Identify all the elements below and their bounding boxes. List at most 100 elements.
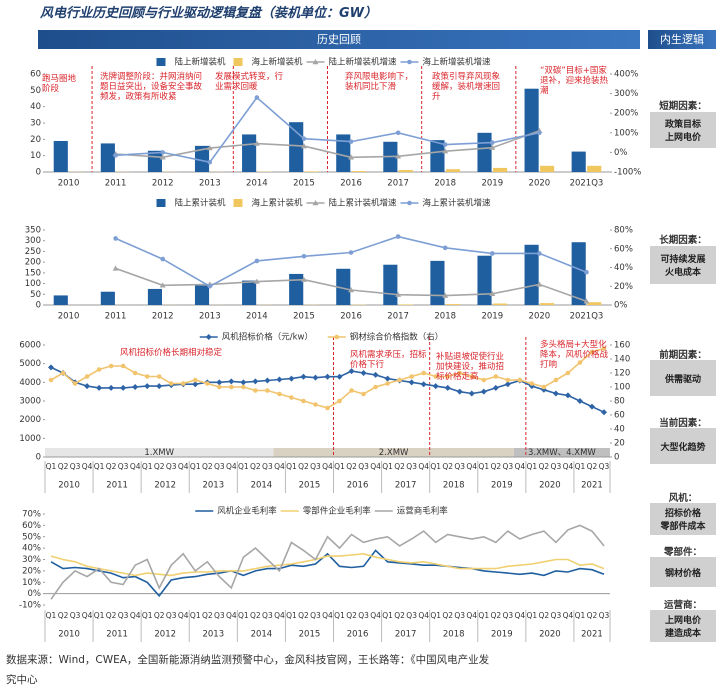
line-marker	[348, 287, 355, 293]
line-marker	[180, 381, 186, 386]
annotation: 跑马圈地阶段	[42, 74, 77, 94]
legend-label: 风机招标价格（元/kw）	[222, 332, 313, 343]
year-label: 2013	[202, 630, 224, 640]
line-marker	[156, 374, 162, 379]
year-label: 2014	[251, 630, 273, 640]
x-tick-label: Q2	[106, 611, 117, 620]
line-marker	[373, 384, 378, 390]
year-label: 2015	[299, 630, 321, 640]
x-tick-label: Q1	[286, 462, 297, 471]
annotation: 风机需求承压，招标价格下行	[350, 350, 427, 370]
line-marker	[407, 59, 412, 65]
line-marker	[84, 383, 91, 390]
year-label: 2021	[581, 481, 603, 491]
x-tick-label: 2015	[293, 179, 315, 189]
bar	[524, 244, 539, 305]
year-label: 2014	[251, 481, 273, 491]
legend-label: 钢材综合价格指数（右）	[350, 332, 444, 343]
side-factor-text: 火电成本	[664, 268, 701, 278]
side-factor-label: 当前因素：	[659, 418, 707, 429]
x-tick-label: Q1	[334, 462, 345, 471]
line-marker	[360, 370, 367, 376]
line-marker	[444, 384, 451, 391]
x-tick-label: Q2	[394, 462, 405, 471]
legend-label: 风机企业毛利率	[217, 506, 277, 517]
x-tick-label: Q3	[406, 611, 417, 620]
line-marker	[60, 370, 66, 376]
year-label: 2011	[106, 481, 128, 491]
bar	[100, 143, 115, 172]
line-marker	[96, 367, 102, 372]
side-header: 内生逻辑	[648, 30, 716, 49]
x-tick-label: Q2	[587, 462, 598, 471]
line-marker	[409, 374, 414, 379]
y2-tick-label: 0%	[614, 301, 628, 311]
side-factor-label: 零部件：	[663, 547, 702, 558]
line-marker	[395, 130, 401, 136]
x-tick-label: Q4	[274, 462, 285, 471]
x-tick-label: Q1	[478, 462, 489, 471]
line-marker	[553, 377, 559, 383]
line-marker	[84, 374, 90, 379]
x-tick-label: Q2	[442, 611, 453, 620]
bar	[492, 303, 508, 305]
line-marker	[229, 384, 234, 390]
x-tick-label: Q3	[406, 462, 417, 471]
y2-tick-label: 0	[614, 453, 619, 463]
year-label: 2020	[539, 630, 561, 640]
size-band-label: 3.XMW、4.XMW	[528, 448, 596, 458]
x-tick-label: 2011	[105, 179, 127, 189]
year-label: 2012	[154, 630, 176, 640]
line-marker	[301, 253, 307, 259]
line-marker	[456, 388, 463, 395]
legend-swatch	[233, 199, 243, 207]
y-tick-label: 4000	[19, 378, 41, 388]
year-label: 2021	[581, 630, 603, 640]
side-factor-box: 招标价格 零部件成本	[650, 503, 716, 535]
line-marker	[288, 375, 295, 382]
line-series	[50, 524, 605, 600]
line-marker	[337, 398, 342, 404]
line-marker	[301, 398, 306, 404]
x-tick-label: Q1	[575, 462, 586, 471]
y-tick-label: 40%	[22, 544, 41, 554]
bar	[53, 140, 68, 172]
line-marker	[264, 377, 271, 384]
year-label: 2012	[154, 481, 176, 491]
line-marker	[253, 388, 258, 393]
x-tick-label: Q4	[514, 611, 525, 620]
annotation: “双碳”目标+国家退补，迎来抢装热潮	[540, 66, 609, 96]
legend-label: 海上累计装机	[252, 198, 304, 209]
line-marker	[241, 384, 246, 390]
line-marker	[348, 250, 354, 255]
bar	[430, 140, 445, 172]
year-label: 2013	[202, 481, 224, 491]
year-label: 2017	[395, 630, 417, 640]
y2-tick-label: 100	[614, 383, 630, 393]
line-marker	[442, 142, 448, 147]
line-marker	[289, 395, 294, 400]
line-marker	[160, 256, 166, 262]
line-marker	[372, 371, 379, 378]
x-tick-label: 2018	[434, 179, 456, 189]
bar	[147, 288, 163, 305]
size-band-label: 2.XMW	[379, 448, 409, 458]
x-tick-label: 2016	[340, 179, 362, 189]
side-factor-label: 长期因素：	[659, 235, 707, 246]
x-tick-label: Q4	[130, 611, 141, 620]
bar	[587, 165, 602, 172]
y2-tick-label: 140	[614, 355, 630, 365]
legend-swatch	[156, 58, 166, 66]
x-tick-label: 2017	[387, 179, 409, 189]
x-tick-label: Q3	[502, 462, 513, 471]
line-series	[50, 552, 605, 577]
x-tick-label: Q1	[190, 611, 201, 620]
y-tick-label: 50%	[22, 532, 41, 542]
x-tick-label: Q2	[202, 611, 213, 620]
x-tick-label: 2020	[529, 179, 551, 189]
line-marker	[300, 143, 307, 149]
x-tick-label: Q4	[466, 611, 477, 620]
bar	[100, 291, 115, 305]
y-tick-label: 6000	[19, 341, 41, 351]
line-marker	[205, 334, 212, 340]
